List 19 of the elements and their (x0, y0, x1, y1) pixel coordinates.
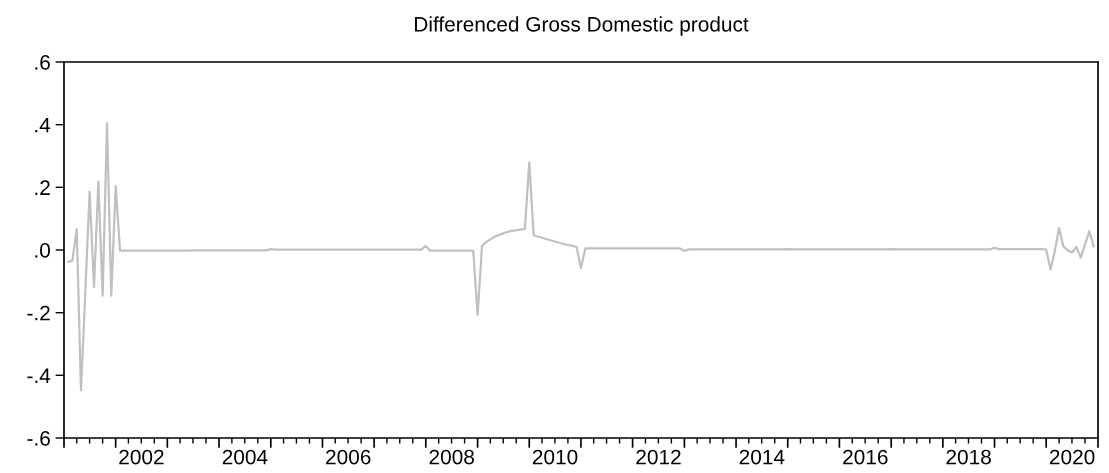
x-tick-label: 2018 (946, 449, 991, 465)
y-tick-label: -.6 (27, 431, 50, 446)
y-tick-label: .2 (35, 180, 50, 195)
x-tick-label: 2016 (843, 449, 888, 465)
chart-title: Differenced Gross Domestic product (415, 16, 749, 36)
x-tick-label: 2012 (636, 449, 681, 465)
x-tick-label: 2010 (532, 449, 578, 465)
x-tick-label: 2004 (222, 449, 268, 465)
line-series (67, 121, 1095, 392)
x-tick-label: 2020 (1049, 449, 1095, 465)
y-tick-label: .0 (35, 243, 50, 258)
y-tick-label: -.2 (27, 305, 50, 321)
y-tick-label: .6 (35, 55, 50, 70)
x-tick-label: 2008 (429, 449, 474, 465)
x-tick-label: 2006 (326, 449, 371, 465)
x-tick-label: 2014 (739, 449, 785, 465)
x-tick-label: 2002 (119, 449, 164, 465)
y-tick-label: -.4 (27, 368, 51, 383)
y-tick-label: .4 (35, 117, 51, 133)
